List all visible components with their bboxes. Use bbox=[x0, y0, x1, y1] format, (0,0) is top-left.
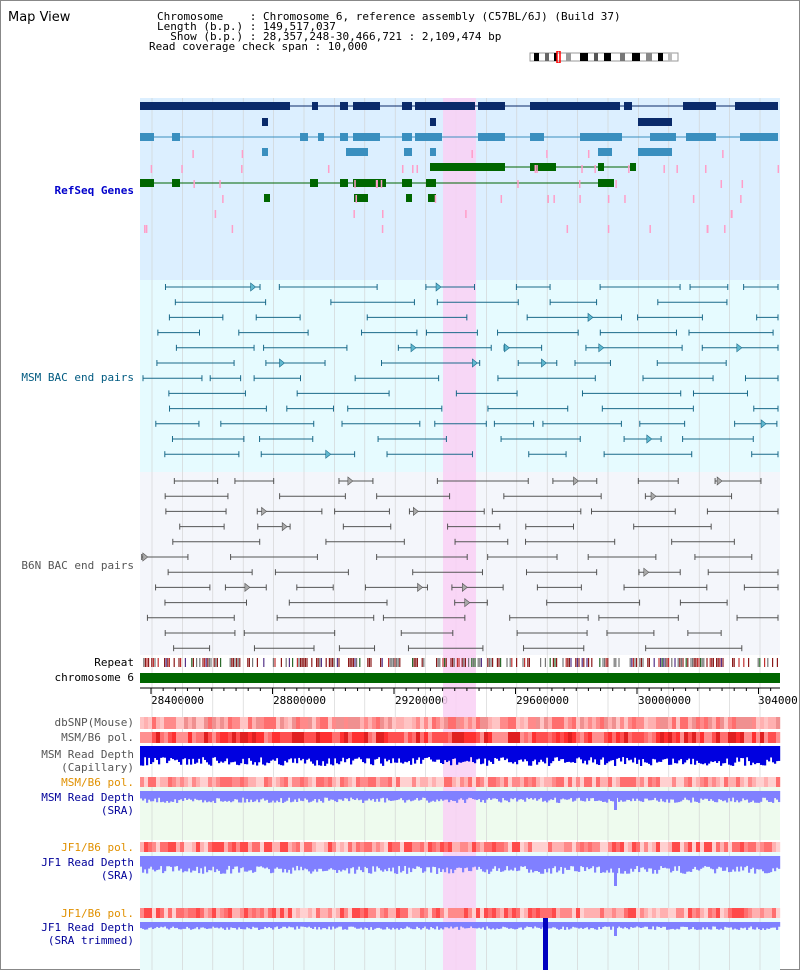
msm-b6-pol-strip-1 bbox=[140, 732, 781, 743]
label-msm-bac-end-pairs[interactable]: MSM BAC end pairs bbox=[21, 371, 134, 384]
info-show-key: Show (b.p.) bbox=[170, 30, 244, 43]
label-jf1-b6-pol-1[interactable]: JF1/B6 pol. bbox=[61, 841, 134, 854]
info-chromosome-key: Chromosome bbox=[157, 10, 224, 23]
jf1-trimmed-depth-spike bbox=[543, 918, 548, 970]
chromosome-bar bbox=[140, 673, 780, 683]
msm-read-depth-capillary-bars bbox=[140, 746, 781, 766]
label-msm-b6-pol-2[interactable]: MSM/B6 pol. bbox=[61, 776, 134, 789]
msm-b6-pol-strip-2 bbox=[140, 777, 781, 787]
info-show-value: 28,357,248-30,466,721 : 2,109,474 bp bbox=[262, 30, 502, 43]
msm-read-depth-sra-bars bbox=[140, 791, 781, 810]
axis-tick-label: 30000000 bbox=[638, 694, 691, 707]
refseq-gene-features bbox=[140, 102, 780, 233]
label-jf1-b6-pol-2[interactable]: JF1/B6 pol. bbox=[61, 907, 134, 920]
label-b6n-bac-end-pairs[interactable]: B6N BAC end pairs bbox=[21, 559, 134, 572]
page-title: Map View bbox=[8, 10, 71, 25]
dbsnp-strip bbox=[140, 717, 781, 729]
repeat-track bbox=[143, 658, 778, 667]
jf1-b6-pol-strip-2 bbox=[140, 908, 781, 918]
jf1-read-depth-sra-bars bbox=[140, 856, 781, 886]
label-msm-b6-pol-1[interactable]: MSM/B6 pol. bbox=[61, 731, 134, 744]
info-length: Length (b.p.) : 149,517,037 bbox=[157, 20, 336, 33]
axis-tick-label: 29200000 bbox=[395, 694, 448, 707]
axis-tick-label: 29600000 bbox=[516, 694, 569, 707]
track-backgrounds bbox=[140, 98, 780, 970]
jf1-b6-pol-strip-1 bbox=[140, 842, 781, 852]
label-msm-read-depth-capillary[interactable]: MSM Read Depth (Capillary) bbox=[41, 748, 134, 774]
info-chromosome-value: Chromosome 6, reference assembly (C57BL/… bbox=[262, 10, 621, 23]
label-repeat[interactable]: Repeat bbox=[94, 656, 134, 669]
label-refseq-genes[interactable]: RefSeq Genes bbox=[54, 184, 134, 197]
chromosome-ideogram[interactable] bbox=[528, 51, 682, 63]
axis-tick-label: 28800000 bbox=[273, 694, 326, 707]
b6n-bac-end-pair-lines bbox=[141, 476, 779, 652]
label-jf1-read-depth-sra-trimmed[interactable]: JF1 Read Depth (SRA trimmed) bbox=[41, 921, 134, 947]
label-dbsnp[interactable]: dbSNP(Mouse) bbox=[54, 716, 134, 729]
jf1-read-depth-sra-trimmed-bars bbox=[140, 922, 781, 936]
info-length-key: Length (b.p.) bbox=[157, 20, 244, 33]
info-show: Show (b.p.) : 28,357,248-30,466,721 : 2,… bbox=[170, 30, 502, 43]
position-axis bbox=[140, 687, 780, 694]
axis-tick-label: 304000 bbox=[758, 694, 798, 707]
info-chromosome: Chromosome : Chromosome 6, reference ass… bbox=[157, 10, 621, 23]
axis-tick-label: 28400000 bbox=[151, 694, 204, 707]
info-length-value: 149,517,037 bbox=[262, 20, 336, 33]
info-read-check: Read coverage check span : 10,000 bbox=[149, 40, 368, 53]
label-jf1-read-depth-sra[interactable]: JF1 Read Depth (SRA) bbox=[41, 856, 134, 882]
label-msm-read-depth-sra[interactable]: MSM Read Depth (SRA) bbox=[41, 791, 134, 817]
label-chromosome: chromosome 6 bbox=[54, 671, 134, 684]
msm-bac-end-pair-lines bbox=[142, 282, 779, 459]
